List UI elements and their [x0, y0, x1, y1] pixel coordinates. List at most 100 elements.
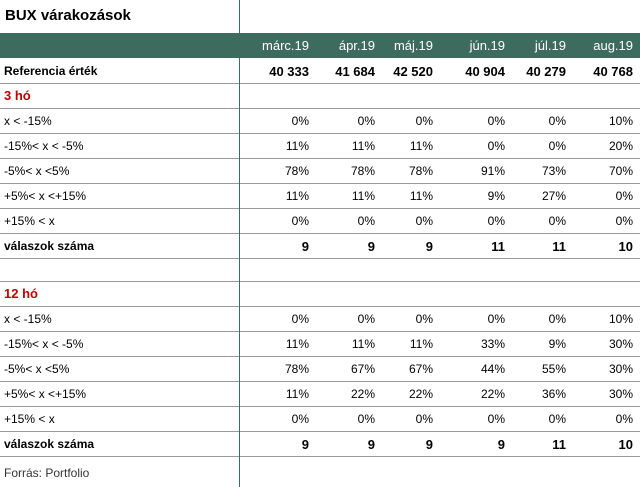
table-cell: 11% [409, 139, 433, 153]
month-header: júl.19 [534, 38, 566, 53]
table-cell: 11% [285, 337, 309, 351]
table-cell: 0% [291, 312, 309, 326]
table-cell: 0% [357, 214, 375, 228]
row-label: Referencia érték [4, 64, 98, 78]
row-label: +15% < x [4, 214, 55, 228]
table-cell: 0% [415, 114, 433, 128]
table-cell: 27% [541, 189, 566, 203]
month-header: márc.19 [262, 38, 309, 53]
table-cell: 22% [350, 387, 375, 401]
column-divider [239, 0, 240, 487]
table-cell: 0% [291, 214, 309, 228]
table-cell: 0% [357, 312, 375, 326]
table-cell: 78% [284, 164, 309, 178]
row-label: x < -15% [4, 312, 52, 326]
row-label: válaszok száma [4, 239, 95, 253]
table-cell: 10% [608, 114, 633, 128]
table-cell: 11% [285, 387, 309, 401]
table-cell: 78% [284, 362, 309, 376]
table-cell: 20% [608, 139, 633, 153]
table-cell: 44% [480, 362, 505, 376]
table-row: -15%< x < -5% 11% 11% 11% 33% 9% 30% [0, 332, 640, 357]
response-count-row: válaszok száma 9 9 9 9 11 10 [0, 432, 640, 457]
table-cell: 9 [301, 239, 309, 254]
table-cell: 9 [425, 239, 433, 254]
month-header: máj.19 [393, 38, 433, 53]
table-cell: 0% [487, 412, 505, 426]
row-label: 12 hó [4, 286, 38, 301]
table-cell: 67% [408, 362, 433, 376]
table-cell: 0% [548, 139, 566, 153]
source-note: Forrás: Portfolio [4, 466, 90, 480]
table-cell: 22% [480, 387, 505, 401]
table-cell: 9% [487, 189, 505, 203]
row-label: -15%< x < -5% [4, 337, 84, 351]
table-cell: 30% [608, 337, 633, 351]
table-row: x < -15% 0% 0% 0% 0% 0% 10% [0, 307, 640, 332]
table-row: -5%< x <5% 78% 78% 78% 91% 73% 70% [0, 159, 640, 184]
table-cell: 0% [415, 214, 433, 228]
table-cell: 70% [608, 164, 633, 178]
table-cell: 30% [608, 362, 633, 376]
table-cell: 0% [615, 412, 633, 426]
table-cell: 0% [415, 412, 433, 426]
table-cell: 0% [548, 412, 566, 426]
table-cell: 11 [552, 239, 566, 254]
month-header: ápr.19 [338, 38, 375, 53]
table-cell: 0% [487, 139, 505, 153]
table-cell: 40 333 [269, 64, 309, 79]
table-cell: 11% [285, 139, 309, 153]
section-title-row: 12 hó [0, 282, 640, 307]
table-row: -5%< x <5% 78% 67% 67% 44% 55% 30% [0, 357, 640, 382]
table-cell: 10 [618, 239, 633, 254]
table-cell: 11% [409, 189, 433, 203]
table-cell: 0% [615, 214, 633, 228]
table-cell: 41 684 [335, 64, 375, 79]
table-cell: 0% [548, 114, 566, 128]
response-count-row: válaszok száma 9 9 9 11 11 10 [0, 234, 640, 259]
table-cell: 22% [408, 387, 433, 401]
row-label: -5%< x <5% [4, 164, 70, 178]
table-cell: 11 [552, 437, 566, 452]
table-cell: 78% [408, 164, 433, 178]
table-cell: 55% [541, 362, 566, 376]
table-cell: 9 [367, 437, 375, 452]
table-cell: 91% [480, 164, 505, 178]
table-cell: 0% [548, 312, 566, 326]
table-cell: 0% [357, 114, 375, 128]
table-cell: 11% [351, 189, 375, 203]
table-cell: 67% [350, 362, 375, 376]
table-cell: 40 279 [526, 64, 566, 79]
table-cell: 11% [351, 337, 375, 351]
row-label: válaszok száma [4, 437, 95, 451]
table-cell: 10 [618, 437, 633, 452]
table-cell: 0% [487, 312, 505, 326]
row-label: 3 hó [4, 88, 31, 103]
table-cell: 11% [351, 139, 375, 153]
table-row: +15% < x 0% 0% 0% 0% 0% 0% [0, 209, 640, 234]
table-cell: 0% [615, 189, 633, 203]
row-label: +15% < x [4, 412, 55, 426]
table-cell: 11 [491, 239, 505, 254]
table-cell: 0% [291, 412, 309, 426]
reference-row: Referencia érték 40 333 41 684 42 520 40 904… [0, 59, 640, 84]
table-row: x < -15% 0% 0% 0% 0% 0% 10% [0, 109, 640, 134]
table-cell: 11% [285, 189, 309, 203]
table-cell: 0% [291, 114, 309, 128]
table-cell: 40 768 [593, 64, 633, 79]
table-cell: 11% [409, 337, 433, 351]
table-cell: 9 [301, 437, 309, 452]
table-cell: 33% [480, 337, 505, 351]
table-cell: 30% [608, 387, 633, 401]
section-title-row: 3 hó [0, 84, 640, 109]
table-row: +15% < x 0% 0% 0% 0% 0% 0% [0, 407, 640, 432]
table-row: -15%< x < -5% 11% 11% 11% 0% 0% 20% [0, 134, 640, 159]
table-cell: 9 [425, 437, 433, 452]
table-cell: 9 [367, 239, 375, 254]
table-cell: 42 520 [393, 64, 433, 79]
month-header: jún.19 [469, 38, 505, 53]
row-label: -15%< x < -5% [4, 139, 84, 153]
month-header: aug.19 [593, 38, 633, 53]
month-header-row: márc.19 ápr.19 máj.19 jún.19 júl.19 aug.19 [0, 33, 640, 58]
table-row: +5%< x <+15% 11% 22% 22% 22% 36% 30% [0, 382, 640, 407]
